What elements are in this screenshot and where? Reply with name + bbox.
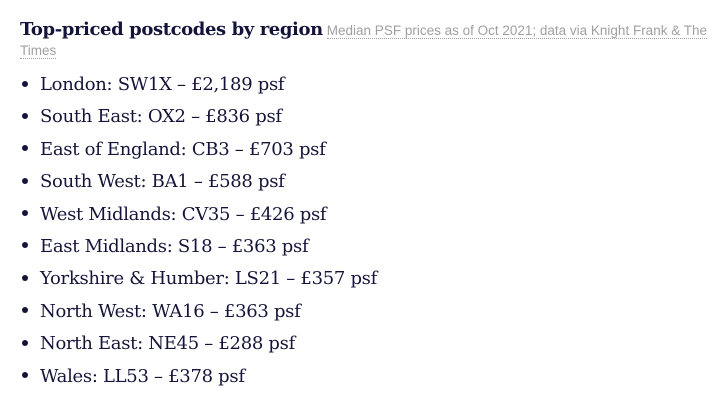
bullet-icon: [22, 145, 28, 152]
list-item: North West: WA16 – £363 psf: [20, 296, 377, 328]
header: Top-priced postcodes by region Median PS…: [20, 20, 710, 61]
page-title: Top-priced postcodes by region: [20, 19, 323, 40]
list-item: Wales: LL53 – £378 psf: [20, 361, 377, 393]
bullet-icon: [22, 242, 28, 249]
bullet-icon: [22, 307, 28, 314]
list-item: East of England: CB3 – £703 psf: [20, 134, 377, 166]
list-item-text: Wales: LL53 – £378 psf: [40, 365, 245, 387]
list-item: Yorkshire & Humber: LS21 – £357 psf: [20, 263, 377, 295]
list-item-text: West Midlands: CV35 – £426 psf: [40, 203, 327, 225]
list-item: North East: NE45 – £288 psf: [20, 328, 377, 360]
bullet-icon: [22, 339, 28, 346]
postcode-list: London: SW1X – £2,189 psf South East: OX…: [20, 69, 377, 393]
bullet-icon: [22, 210, 28, 217]
bullet-icon: [22, 177, 28, 184]
list-item-text: North West: WA16 – £363 psf: [40, 300, 301, 322]
list-item: South East: OX2 – £836 psf: [20, 101, 377, 133]
list-item: South West: BA1 – £588 psf: [20, 166, 377, 198]
list-item-text: Yorkshire & Humber: LS21 – £357 psf: [40, 268, 377, 290]
bullet-icon: [22, 80, 28, 87]
list-item: London: SW1X – £2,189 psf: [20, 69, 377, 101]
list-item-text: South East: OX2 – £836 psf: [40, 106, 282, 128]
list-item-text: East of England: CB3 – £703 psf: [40, 138, 326, 160]
list-item-text: North East: NE45 – £288 psf: [40, 333, 295, 355]
list-item-text: East Midlands: S18 – £363 psf: [40, 235, 309, 257]
list-item: West Midlands: CV35 – £426 psf: [20, 199, 377, 231]
list-item-text: London: SW1X – £2,189 psf: [40, 74, 285, 95]
bullet-icon: [22, 274, 28, 281]
source-note: Median PSF prices as of Oct 2021; data v…: [20, 23, 707, 59]
list-item: East Midlands: S18 – £363 psf: [20, 231, 377, 263]
bullet-icon: [22, 372, 28, 379]
bullet-icon: [22, 112, 28, 119]
list-item-text: South West: BA1 – £588 psf: [40, 171, 285, 193]
